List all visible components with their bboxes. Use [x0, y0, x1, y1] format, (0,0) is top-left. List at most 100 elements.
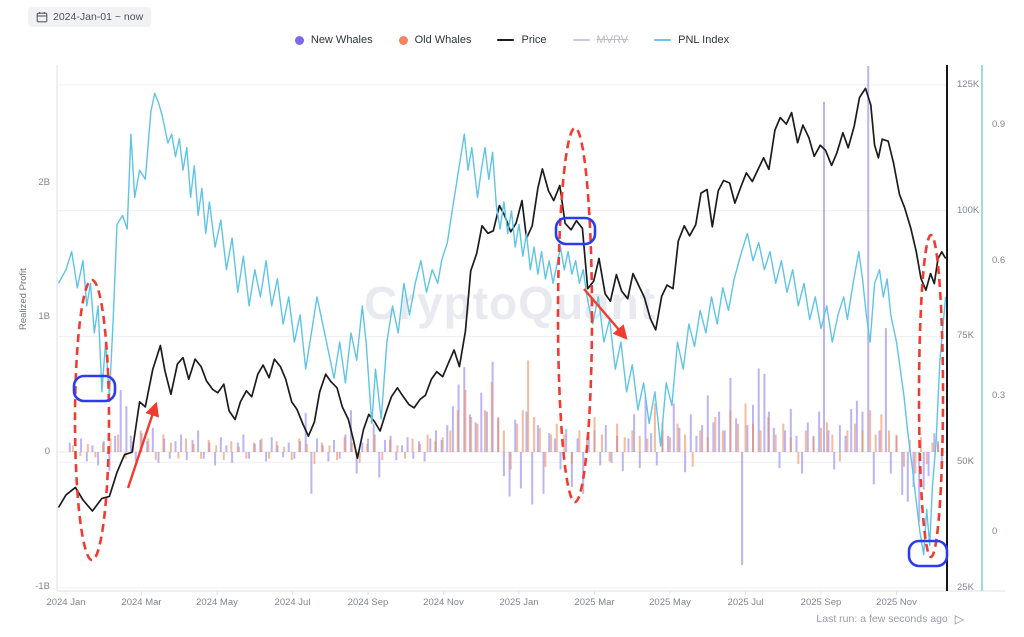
bar: [737, 423, 739, 452]
bar: [451, 406, 454, 452]
bar: [718, 411, 721, 452]
legend-item-price[interactable]: Price: [497, 34, 547, 46]
legend-item-old-whales[interactable]: Old Whales: [398, 34, 471, 46]
x-tick-label: 2024 Jan: [46, 597, 86, 608]
y-tick-pnl: 0: [992, 526, 998, 537]
bar: [542, 452, 545, 494]
bar: [287, 442, 290, 452]
legend-dot-swatch: [398, 35, 408, 45]
bar: [191, 439, 194, 452]
legend-item-mvrv[interactable]: MVRV: [572, 34, 629, 46]
bar: [200, 452, 203, 459]
bar: [192, 443, 195, 452]
bar: [219, 437, 222, 452]
annotation-ellipse: [73, 278, 111, 562]
bar: [463, 367, 466, 452]
bar: [97, 452, 100, 466]
bar: [531, 452, 534, 505]
bar: [468, 414, 471, 452]
bar: [846, 430, 849, 452]
bar: [440, 439, 443, 452]
bar: [820, 427, 822, 452]
bar: [601, 434, 603, 452]
bar: [185, 452, 188, 461]
date-range-picker[interactable]: 2024-Jan-01 ~ now: [28, 7, 152, 27]
last-run-label: Last run: a few seconds ago: [816, 613, 948, 625]
bar: [878, 430, 881, 452]
bar: [623, 437, 626, 452]
date-range-label: 2024-Jan-01 ~ now: [53, 11, 144, 23]
calendar-icon: [36, 12, 48, 23]
bar: [931, 442, 934, 452]
bar: [283, 446, 286, 452]
legend-item-pnl-index[interactable]: PNL Index: [654, 34, 729, 46]
bar: [449, 430, 452, 452]
bar: [519, 452, 522, 489]
bar: [818, 411, 821, 452]
bar: [169, 442, 172, 452]
bar: [109, 438, 112, 452]
bar: [225, 445, 228, 452]
bar: [741, 452, 744, 566]
bar: [661, 430, 664, 452]
bar: [633, 414, 636, 452]
legend-line-swatch: [654, 38, 672, 42]
bar: [102, 442, 104, 452]
bar: [85, 452, 88, 462]
bar: [404, 452, 406, 459]
x-tick-label: 2024 Mar: [121, 597, 162, 608]
legend-label: MVRV: [596, 34, 629, 46]
bar: [527, 360, 530, 452]
bar: [867, 66, 870, 452]
y-tick-pnl: 0.3: [992, 390, 1006, 402]
bar: [146, 441, 149, 452]
legend-item-new-whales[interactable]: New Whales: [294, 34, 373, 46]
bar: [712, 422, 715, 452]
bar: [723, 430, 726, 452]
bar: [372, 423, 375, 452]
bar: [162, 434, 165, 452]
bar: [669, 437, 671, 452]
bar: [831, 434, 834, 452]
annotation-rect: [72, 374, 117, 403]
legend-line-swatch: [572, 38, 590, 42]
bar: [157, 452, 160, 463]
legend-label: PNL Index: [678, 34, 730, 46]
bar: [270, 437, 273, 452]
bar: [177, 452, 180, 459]
bar: [253, 442, 255, 452]
bar: [310, 452, 313, 494]
bar: [565, 429, 568, 452]
annotation-arrow: [583, 288, 628, 340]
bar: [550, 434, 553, 452]
bar: [778, 452, 781, 469]
bar: [789, 408, 792, 452]
annotation-ellipse: [917, 233, 945, 559]
bar: [889, 452, 892, 474]
bar: [91, 445, 94, 452]
bar: [576, 438, 579, 452]
bar: [174, 441, 177, 452]
bar: [446, 425, 449, 452]
price-line: [57, 87, 947, 512]
run-query-button[interactable]: ▷: [954, 612, 964, 626]
bar: [180, 434, 183, 452]
bar: [544, 452, 547, 467]
bar: [134, 452, 137, 462]
bar: [797, 452, 800, 465]
bar: [305, 443, 308, 452]
bar: [293, 452, 296, 459]
x-tick-label: 2025 Sep: [800, 597, 842, 608]
bar: [260, 438, 263, 452]
bar: [333, 439, 335, 452]
bar: [903, 452, 905, 467]
bar: [706, 395, 709, 452]
bar: [774, 434, 777, 452]
bar: [920, 437, 922, 452]
bar: [248, 452, 251, 459]
bar: [412, 452, 415, 459]
bar: [884, 328, 887, 452]
bar: [197, 430, 200, 452]
legend-label: New Whales: [310, 34, 373, 46]
